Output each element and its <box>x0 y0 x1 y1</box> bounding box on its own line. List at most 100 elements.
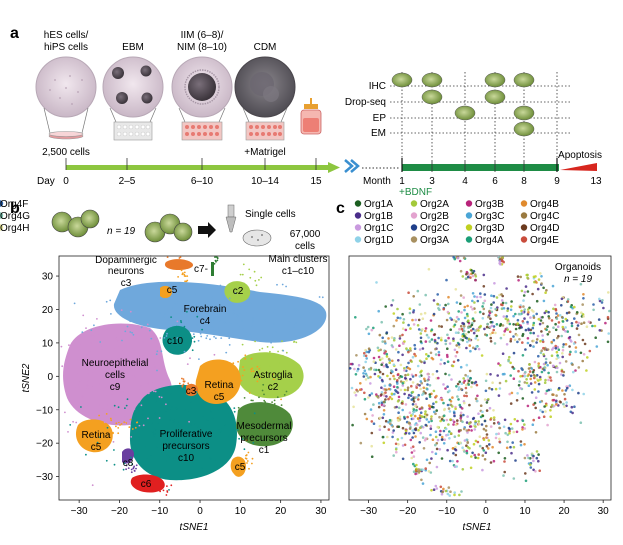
legend-swatch <box>465 224 473 231</box>
tsne-point-c10 <box>179 428 182 431</box>
tsne-point-organoid <box>542 286 545 290</box>
legend-swatch <box>520 212 528 219</box>
tsne-point-c4 <box>289 315 291 318</box>
tsne-point-organoid <box>454 320 458 323</box>
tsne-point-c3 <box>190 383 193 386</box>
tsne-point-c4 <box>294 323 297 326</box>
tsne-point-c4 <box>249 302 252 305</box>
tsne-point-organoid <box>465 270 469 274</box>
tsne-point-c4 <box>228 344 231 346</box>
tsne-point-c4 <box>156 350 159 353</box>
tsne-point-organoid <box>535 299 539 303</box>
tsne-point-organoid <box>506 328 510 331</box>
tsne-point-organoid <box>562 343 565 346</box>
tsne-point-c9 <box>104 374 106 377</box>
tsne-point-organoid <box>498 426 502 430</box>
tsne-point-c9 <box>138 424 141 427</box>
legend-label: Org3D <box>475 223 504 234</box>
tsne-point-c10 <box>133 425 136 427</box>
tsne-point-c10 <box>150 453 152 456</box>
label-mesodermal-2: precursors <box>240 433 287 444</box>
tsne-point-organoid <box>384 305 388 308</box>
apoptosis-label: Apoptosis <box>558 150 602 161</box>
tsne-point-c9 <box>114 413 117 416</box>
label-c10-small: c10 <box>167 336 184 347</box>
tsne-point-organoid <box>561 327 565 331</box>
tsne-point-organoid <box>404 376 407 380</box>
tsne-point-organoid <box>524 348 527 351</box>
tsne-point-organoid <box>414 427 418 430</box>
tsne-point-organoid <box>412 408 416 411</box>
tsne-point-organoid <box>377 405 381 409</box>
tsne-point-organoid <box>457 343 461 346</box>
tsne-point-organoid <box>466 445 470 449</box>
tsne-point-organoid <box>380 378 384 382</box>
y-tick-label: 20 <box>42 305 54 316</box>
tsne-point-organoid <box>523 423 526 426</box>
tsne-point-c5 <box>136 421 139 424</box>
y-tick-label: 0 <box>47 372 53 383</box>
tsne-point-c4 <box>207 321 209 323</box>
tsne-b-points <box>60 256 324 496</box>
panel-b: b n = 19 Single cells 67,000 cells Main … <box>10 200 330 533</box>
tsne-point-c4 <box>222 318 225 321</box>
tsne-point-organoid <box>552 404 556 408</box>
tsne-point-c10 <box>135 447 138 450</box>
tsne-point-organoid <box>380 391 384 394</box>
tsne-point-organoid <box>372 326 375 330</box>
tsne-point-c4 <box>150 337 153 340</box>
legend-swatch <box>465 212 473 219</box>
tsne-point-organoid <box>582 293 585 296</box>
tsne-point-c9 <box>77 380 80 383</box>
tsne-point-c9 <box>149 364 151 367</box>
tsne-point-organoid <box>533 401 537 405</box>
tsne-point-c9 <box>106 328 108 331</box>
tsne-point-organoid <box>501 324 505 327</box>
tsne-point-c4 <box>318 296 321 298</box>
tsne-point-c4 <box>209 305 212 308</box>
tsne-point-organoid <box>548 330 551 334</box>
tsne-point-c10 <box>206 418 209 421</box>
tsne-point-c10 <box>124 407 126 409</box>
tsne-point-organoid <box>446 385 449 389</box>
tsne-point-c9 <box>102 389 104 391</box>
tsne-point-c2 <box>295 341 298 344</box>
tsne-point-c10 <box>163 430 165 432</box>
tsne-point-organoid <box>530 308 534 312</box>
label-neuroepithelial-1: Neuroepithelial <box>82 358 149 369</box>
tsne-point-c10 <box>164 449 167 452</box>
tsne-point-organoid <box>449 490 452 494</box>
tsne-point-organoid <box>492 418 496 422</box>
tsne-point-organoid <box>526 404 530 408</box>
tsne-point-c4 <box>176 301 179 304</box>
tsne-point-organoid <box>421 328 424 331</box>
tsne-point-organoid <box>435 465 439 469</box>
tsne-point-c9 <box>119 391 122 393</box>
tsne-point-organoid <box>406 388 410 392</box>
tsne-point-organoid <box>510 427 514 430</box>
tsne-point-c10 <box>186 310 188 313</box>
tsne-point-c4 <box>93 324 95 327</box>
tsne-point-c5 <box>248 467 250 470</box>
tsne-point-organoid <box>563 393 566 396</box>
label-forebrain-1: Forebrain <box>184 304 227 315</box>
tsne-point-c10 <box>117 406 120 409</box>
tsne-point-c4 <box>199 332 202 335</box>
tsne-point-organoid <box>389 422 392 426</box>
tsne-point-organoid <box>455 465 459 468</box>
tsne-point-organoid <box>388 418 392 422</box>
tsne-point-organoid <box>440 492 444 496</box>
tsne-point-c9 <box>153 390 155 393</box>
tsne-point-c1 <box>256 404 259 407</box>
tsne-point-c4 <box>276 315 279 318</box>
tsne-point-c9 <box>120 369 122 372</box>
tsne-point-organoid <box>537 416 541 420</box>
tsne-point-organoid <box>575 327 579 330</box>
tsne-point-c10 <box>155 429 158 432</box>
tsne-point-organoid <box>391 435 394 439</box>
tsne-point-c4 <box>232 312 235 315</box>
tsne-point-c4 <box>250 321 253 323</box>
tsne-point-organoid <box>525 378 528 381</box>
tsne-point-organoid <box>367 347 371 351</box>
